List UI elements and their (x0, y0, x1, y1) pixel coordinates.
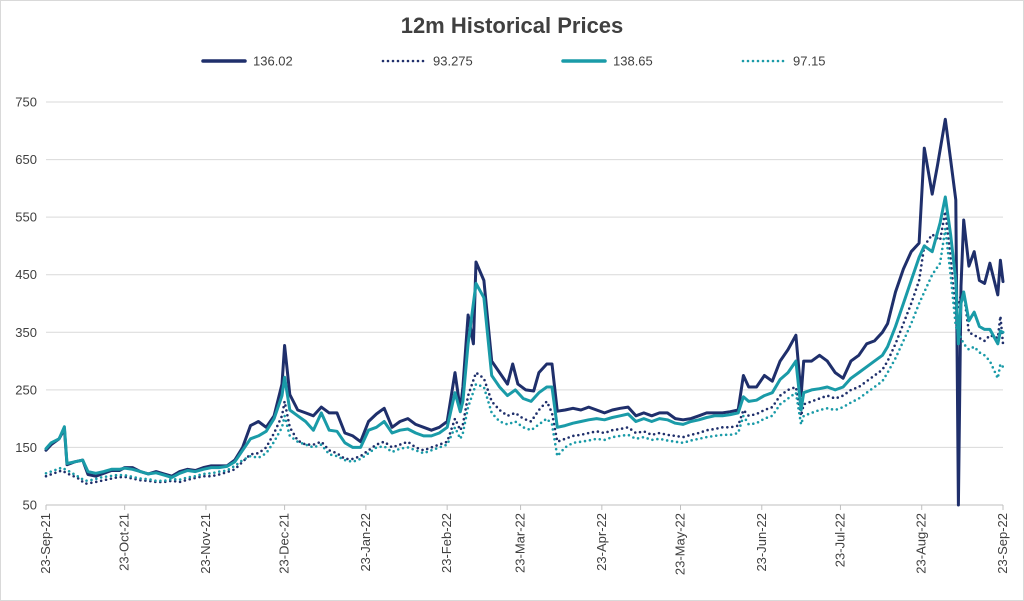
x-tick-label: 23-Jul-22 (832, 513, 847, 567)
x-tick-label: 23-Jan-22 (358, 513, 373, 572)
x-tick-label: 23-Dec-21 (277, 513, 292, 574)
x-tick-label: 23-Sep-21 (38, 513, 53, 574)
x-tick-label: 23-Mar-22 (513, 513, 528, 573)
x-tick-label: 23-Jun-22 (754, 513, 769, 572)
x-tick-label: 23-May-22 (673, 513, 688, 575)
y-axis: 50 150 250 350 450 550 650 750 (15, 95, 37, 513)
x-axis: 23-Sep-21 23-Oct-21 23-Nov-21 23-Dec-21 23-J… (38, 504, 1010, 575)
grid-lines (46, 101, 1003, 448)
x-tick-label: 23-Aug-22 (914, 513, 929, 574)
y-tick-label: 750 (15, 95, 37, 110)
y-tick-label: 650 (15, 152, 37, 167)
x-tick-label: 23-Oct-21 (117, 513, 132, 571)
series-line-3 (44, 195, 1005, 479)
x-tick-label: 23-Nov-21 (198, 513, 213, 574)
y-tick-label: 450 (15, 267, 37, 282)
x-tick-label: 23-Apr-22 (594, 513, 609, 571)
legend-label-1: 136.02 (253, 54, 293, 69)
y-tick-label: 150 (15, 440, 37, 455)
x-tick-label: 23-Sep-22 (995, 513, 1010, 574)
series-line-4 (44, 227, 1005, 483)
y-tick-label: 350 (15, 325, 37, 340)
chart-legend: 136.02 93.275 138.65 97.15 (201, 54, 826, 69)
x-tick-label: 23-Feb-22 (439, 513, 454, 573)
series-line-1 (44, 117, 1005, 507)
chart-title: 12m Historical Prices (401, 13, 624, 38)
legend-label-2: 93.275 (433, 54, 473, 69)
y-tick-label: 50 (23, 498, 37, 513)
series-line-2 (44, 210, 1005, 485)
series-layer (44, 117, 1005, 507)
y-tick-label: 250 (15, 382, 37, 397)
legend-label-4: 97.15 (793, 54, 826, 69)
y-tick-label: 550 (15, 210, 37, 225)
legend-label-3: 138.65 (613, 54, 653, 69)
